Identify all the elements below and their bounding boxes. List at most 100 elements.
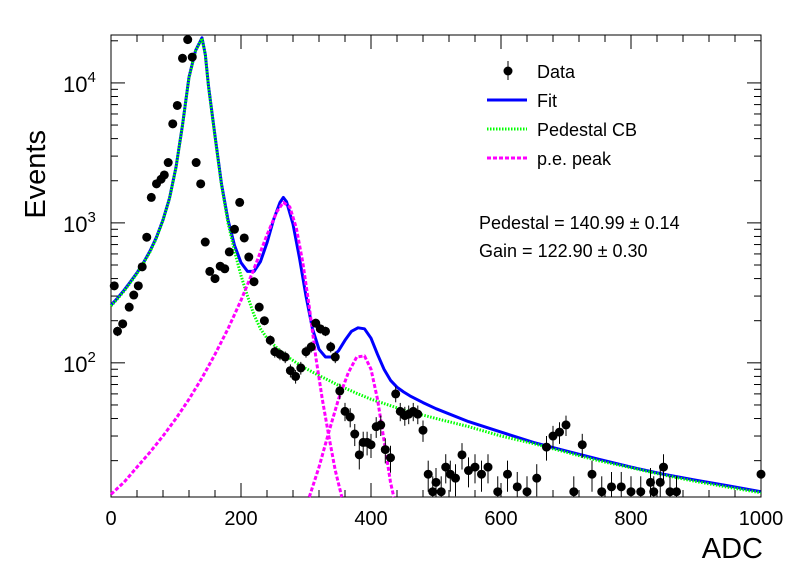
data-point bbox=[354, 450, 364, 460]
legend-label-data: Data bbox=[537, 62, 576, 82]
x-tick-label: 1000 bbox=[739, 508, 784, 530]
gain-result: Gain = 122.90 ± 0.30 bbox=[479, 241, 648, 261]
data-point bbox=[483, 462, 493, 472]
y-tick-label: 103 bbox=[63, 209, 96, 237]
data-point bbox=[391, 389, 401, 399]
x-tick-label: 600 bbox=[484, 508, 517, 530]
data-point bbox=[555, 427, 564, 437]
data-point bbox=[239, 233, 249, 243]
data-point bbox=[285, 366, 295, 376]
x-tick-label: 400 bbox=[354, 508, 387, 530]
data-point bbox=[451, 473, 460, 483]
data-point bbox=[561, 420, 571, 430]
data-point bbox=[626, 487, 636, 497]
gain-eq: = bbox=[522, 241, 538, 261]
pedestal-label: Pedestal bbox=[479, 213, 549, 233]
data-point bbox=[542, 442, 551, 452]
gain-pm: ± bbox=[598, 241, 613, 261]
legend-entry-pedestal: Pedestal CB bbox=[487, 120, 637, 140]
data-point bbox=[163, 158, 173, 168]
data-point bbox=[431, 477, 441, 487]
pedestal-error: 0.14 bbox=[645, 213, 680, 233]
data-point bbox=[646, 477, 655, 487]
data-point bbox=[200, 237, 210, 247]
data-point bbox=[569, 487, 579, 497]
data-point bbox=[335, 386, 345, 396]
data-point bbox=[330, 352, 340, 362]
data-point bbox=[168, 119, 178, 129]
data-point bbox=[587, 469, 597, 479]
data-point bbox=[210, 274, 220, 284]
x-tick-label: 200 bbox=[224, 508, 257, 530]
data-point bbox=[441, 462, 451, 472]
data-point bbox=[470, 462, 480, 472]
data-point bbox=[607, 482, 616, 492]
data-point bbox=[532, 473, 542, 483]
data-point bbox=[386, 453, 395, 463]
data-point bbox=[280, 352, 290, 362]
data-point bbox=[436, 487, 446, 497]
data-point bbox=[477, 469, 486, 479]
data-point bbox=[636, 487, 646, 497]
data-point bbox=[137, 262, 147, 272]
data-points bbox=[109, 35, 766, 497]
fit-results: Pedestal = 140.99 ± 0.14 Gain = 122.90 ±… bbox=[479, 213, 680, 261]
gain-value: 122.90 bbox=[538, 241, 593, 261]
data-point bbox=[659, 462, 668, 472]
legend-label-pedestal: Pedestal CB bbox=[537, 120, 637, 140]
data-point bbox=[616, 482, 626, 492]
data-point bbox=[306, 342, 316, 352]
pedestal-pm: ± bbox=[630, 213, 645, 233]
data-point bbox=[649, 487, 659, 497]
curve-pedestal-cb bbox=[109, 36, 762, 495]
pedestal-eq: = bbox=[554, 213, 570, 233]
data-point bbox=[512, 482, 522, 492]
x-axis-title: ADC bbox=[702, 533, 763, 565]
data-point bbox=[756, 469, 766, 479]
data-point bbox=[224, 247, 234, 257]
data-point bbox=[178, 53, 187, 63]
gain-label: Gain bbox=[479, 241, 517, 261]
y-tick-label: 102 bbox=[63, 349, 96, 377]
data-point bbox=[418, 425, 428, 435]
data-point bbox=[326, 342, 336, 352]
data-point bbox=[376, 420, 386, 430]
data-point bbox=[321, 326, 330, 336]
data-point bbox=[142, 232, 152, 242]
pedestal-value: 140.99 bbox=[570, 213, 625, 233]
data-point bbox=[413, 409, 423, 419]
data-point bbox=[172, 100, 182, 110]
data-point bbox=[249, 277, 259, 287]
plot-frame bbox=[110, 34, 762, 498]
legend-entry-pe-peak: p.e. peak bbox=[487, 149, 612, 169]
data-point bbox=[187, 52, 197, 62]
legend-data-marker bbox=[503, 66, 513, 76]
data-point bbox=[196, 179, 206, 189]
gain-error: 0.30 bbox=[613, 241, 648, 261]
data-point bbox=[423, 469, 433, 479]
y-tick-exponent: 2 bbox=[87, 349, 95, 366]
pedestal-result: Pedestal = 140.99 ± 0.14 bbox=[479, 213, 680, 233]
data-point bbox=[672, 487, 681, 497]
data-point bbox=[597, 487, 607, 497]
data-point bbox=[548, 431, 558, 441]
data-point bbox=[118, 319, 128, 329]
data-point bbox=[655, 477, 665, 487]
data-point bbox=[350, 429, 360, 439]
data-point bbox=[265, 335, 275, 345]
data-point bbox=[259, 316, 269, 326]
data-point bbox=[366, 440, 376, 450]
data-point bbox=[113, 326, 122, 336]
data-point bbox=[665, 487, 675, 497]
data-point bbox=[220, 264, 230, 274]
data-point bbox=[291, 371, 301, 381]
y-tick-exponent: 3 bbox=[87, 209, 95, 226]
curve-p-e-peak-2 bbox=[307, 354, 396, 498]
data-point bbox=[124, 302, 134, 312]
legend-label-fit: Fit bbox=[537, 91, 557, 111]
axis-ticks bbox=[110, 35, 762, 497]
y-tick-base: 10 bbox=[63, 72, 87, 97]
data-point bbox=[159, 170, 169, 180]
data-point bbox=[345, 412, 355, 422]
